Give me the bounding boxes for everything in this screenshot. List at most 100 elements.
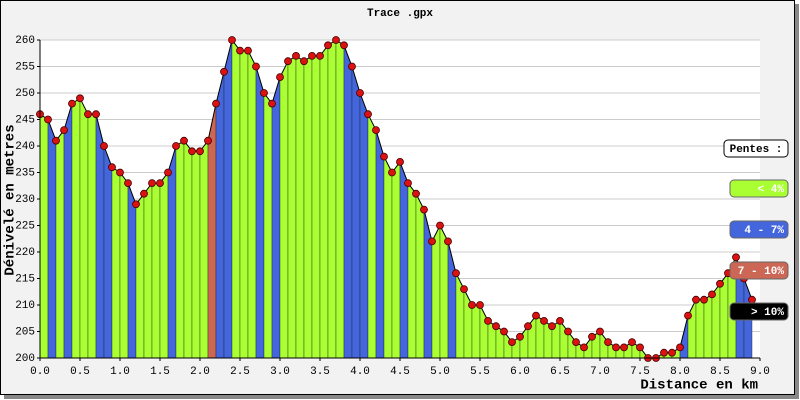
elevation-point: [436, 221, 444, 230]
slope-segment: [351, 66, 361, 359]
elevation-point: [492, 322, 500, 331]
elevation-point: [700, 295, 708, 304]
slope-segment: [271, 77, 281, 359]
elevation-point: [660, 348, 668, 357]
legend-swatch: [729, 261, 789, 280]
slope-segment: [279, 61, 289, 359]
slope-segment: [183, 140, 193, 359]
x-tick-label: 8.5: [710, 366, 730, 378]
slope-segment: [143, 182, 153, 359]
slope-segment: [63, 103, 73, 359]
elevation-point: [500, 327, 508, 336]
x-tick-label: 6.0: [510, 366, 530, 378]
elevation-point: [628, 338, 636, 347]
elevation-point: [348, 62, 356, 71]
x-tick-label: 2.0: [190, 366, 210, 378]
elevation-point: [164, 168, 172, 177]
elevation-point: [468, 301, 476, 309]
y-tick-label: 210: [15, 300, 35, 312]
elevation-point: [324, 41, 332, 50]
slope-segment: [319, 44, 329, 359]
elevation-point: [524, 322, 532, 331]
elevation-point: [364, 110, 372, 119]
x-tick-label: 7.0: [590, 366, 610, 378]
elevation-point: [372, 126, 380, 135]
elevation-point: [556, 316, 564, 325]
x-tick-label: 2.5: [230, 366, 250, 378]
elevation-point: [484, 316, 492, 325]
y-axis-label: Dénivelé en metres: [3, 124, 19, 275]
elevation-point: [108, 163, 116, 172]
slope-segment: [359, 92, 369, 359]
slope-segment: [287, 55, 297, 359]
elevation-point: [532, 311, 540, 320]
slope-segment: [55, 129, 65, 359]
elevation-point: [420, 205, 428, 214]
legend-title: Pentes :: [730, 144, 783, 156]
elevation-point: [668, 348, 676, 357]
slope-segment: [159, 171, 169, 359]
legend-label: > 10%: [751, 307, 784, 319]
slope-segment: [151, 182, 161, 359]
legend-label: < 4%: [758, 184, 785, 196]
elevation-point: [404, 179, 412, 188]
elevation-point: [212, 99, 220, 108]
x-tick-label: 1.0: [110, 366, 130, 378]
elevation-point: [548, 322, 556, 331]
legend-swatch: [729, 179, 789, 198]
x-tick-label: 5.5: [470, 366, 490, 378]
slope-segment: [343, 45, 353, 359]
elevation-point: [476, 301, 484, 309]
y-tick-label: 245: [15, 114, 35, 126]
chart-title: Trace .gpx: [367, 8, 433, 20]
elevation-point: [708, 290, 716, 299]
elevation-point: [444, 237, 452, 246]
elevation-point: [684, 311, 692, 320]
elevation-point: [508, 338, 516, 347]
elevation-point: [172, 142, 180, 150]
x-tick-label: 1.5: [150, 366, 170, 378]
elevation-point: [316, 52, 324, 60]
x-tick-label: 9.0: [750, 366, 770, 378]
elevation-point: [228, 36, 236, 44]
slope-segment: [311, 55, 321, 359]
elevation-point: [588, 332, 596, 341]
elevation-point: [268, 99, 276, 108]
elevation-point: [412, 189, 420, 198]
elevation-point: [692, 295, 700, 304]
slope-segment: [471, 304, 481, 359]
elevation-point: [148, 179, 156, 188]
elevation-point: [140, 189, 148, 198]
x-tick-label: 5.0: [430, 366, 450, 378]
y-tick-label: 205: [15, 326, 35, 338]
slope-segment: [39, 113, 49, 359]
slope-segment: [383, 156, 393, 359]
elevation-point: [276, 73, 284, 81]
elevation-point: [612, 343, 620, 352]
slope-segment: [407, 182, 417, 359]
slope-segment: [175, 140, 185, 359]
slope-segment: [167, 145, 177, 359]
elevation-point: [572, 338, 580, 347]
y-tick-label: 220: [15, 247, 35, 259]
y-tick-label: 225: [15, 220, 35, 232]
x-tick-label: 6.5: [550, 366, 570, 378]
elevation-point: [292, 52, 300, 60]
elevation-point: [732, 253, 740, 262]
slope-segment: [255, 66, 265, 359]
legend-label: 4 - 7%: [744, 225, 784, 237]
slope-segment: [127, 183, 137, 359]
x-tick-label: 7.5: [630, 366, 650, 378]
y-tick-label: 230: [15, 194, 35, 206]
y-tick-label: 240: [15, 141, 35, 153]
elevation-point: [540, 316, 548, 325]
elevation-point: [260, 89, 268, 97]
slope-segment: [87, 113, 97, 359]
elevation-point: [604, 338, 612, 347]
elevation-point: [636, 343, 644, 352]
slope-segment: [335, 39, 345, 359]
elevation-point: [236, 46, 244, 55]
slope-segment: [103, 145, 113, 359]
